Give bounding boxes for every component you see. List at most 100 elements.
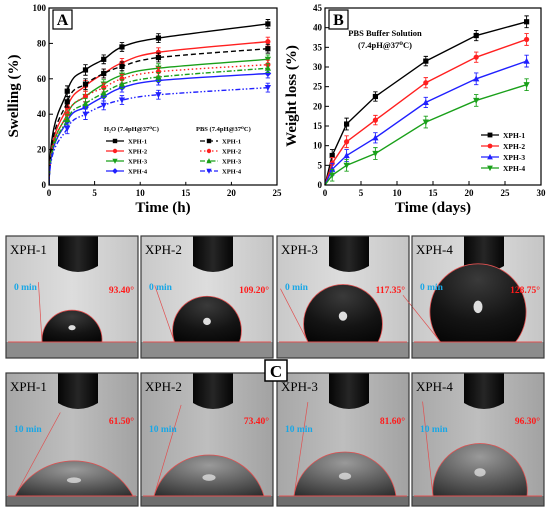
weight-loss-data-point [329, 152, 335, 159]
swelling-legend-marker [206, 168, 212, 174]
weight-loss-data-point [473, 54, 479, 60]
photo-cell-xph-2-10min: XPH-2 10 min 73.40° [140, 372, 274, 507]
substrate-surface [412, 496, 544, 506]
swelling-x-tick-label: 5 [92, 188, 97, 198]
droplet-highlight [473, 300, 483, 314]
weight-loss-y-tick-label: 25 [313, 82, 323, 92]
swelling-legend-marker [112, 138, 118, 144]
swelling-data-point [64, 99, 70, 105]
contact-angle-value: 93.40° [109, 285, 134, 296]
weight-loss-x-tick-label: 25 [501, 188, 511, 198]
weight-loss-data-point [423, 80, 429, 86]
weight-loss-title: PBS Buffer Solution [348, 28, 422, 38]
weight-loss-data-point [344, 139, 350, 145]
weight-loss-data-point [372, 117, 378, 123]
tangent-line [293, 401, 309, 497]
swelling-x-tick-label: 10 [136, 188, 146, 198]
contact-angle-photo-grid: XPH-1 0 min 93.40° XPH-2 0 min 109.20° XPH-3 0 … [5, 235, 545, 507]
contact-angle-value: 109.20° [239, 285, 269, 296]
weight-loss-subtitle: (7.4pH@37⁰C) [358, 40, 412, 50]
weight-loss-x-axis-label: Time (days) [395, 200, 471, 216]
substrate-surface [141, 496, 273, 506]
swelling-data-point [64, 125, 71, 132]
weight-loss-y-tick-label: 10 [313, 141, 323, 151]
photo-cells: XPH-1 0 min 93.40° XPH-2 0 min 109.20° XPH-3 0 … [5, 235, 545, 507]
panel-c-label-box [264, 359, 288, 382]
sample-label: XPH-2 [145, 242, 182, 257]
sample-label: XPH-4 [416, 379, 453, 394]
syringe-needle [464, 373, 504, 409]
swelling-x-axis-label: Time (h) [135, 200, 190, 216]
syringe-needle [329, 373, 369, 409]
weight-loss-legend-marker [487, 132, 493, 138]
tangent-line [280, 288, 309, 343]
photo-frame [5, 372, 139, 507]
swelling-legend-label: XPH-3 [222, 159, 242, 166]
weight-loss-data-point [523, 82, 530, 89]
swelling-chart: 0 5 10 15 20 25 0 20 40 60 80 100 A Time (h) Swelli… [6, 3, 282, 216]
photo-cell-xph-3-10min: XPH-3 10 min 81.60° [276, 372, 410, 507]
swelling-data-point [264, 70, 272, 77]
weight-loss-chart: 0 5 10 15 20 25 30 0 5 10 15 20 25 30 35 40 45 B PBS Buf… [284, 3, 546, 216]
swelling-legend-marker [206, 138, 212, 144]
swelling-legend-label: XPH-4 [222, 169, 242, 176]
time-label: 0 min [285, 283, 309, 293]
substrate-surface [141, 342, 273, 358]
weight-loss-data-point [372, 134, 379, 141]
photo-cell-xph-1-0min: XPH-1 0 min 93.40° [5, 235, 139, 359]
panel-c-label: C [270, 362, 282, 381]
swelling-data-point [82, 67, 89, 73]
tangent-line [38, 282, 43, 343]
syringe-needle [193, 373, 233, 409]
swelling-data-point [118, 80, 126, 87]
substrate-surface [277, 342, 409, 358]
sample-label: XPH-4 [416, 242, 453, 257]
substrate-surface [6, 496, 138, 506]
weight-loss-data-point [422, 119, 429, 126]
time-label: 10 min [14, 425, 42, 435]
tangent-line [402, 294, 441, 343]
photo-cell-xph-2-0min: XPH-2 0 min 109.20° [140, 235, 274, 359]
weight-loss-data-point [344, 121, 350, 127]
swelling-legend: H₂O (7.4pH@37⁰C) PBS (7.4pH@37⁰C) XPH-1 XPH… [102, 123, 274, 182]
weight-loss-y-axis-label: Weight loss (%) [284, 45, 300, 147]
sample-label: XPH-1 [10, 379, 47, 394]
weight-loss-y-tick-label: 40 [313, 23, 323, 33]
photo-frame [140, 372, 274, 507]
swelling-data-point [82, 100, 89, 107]
swelling-data-point [119, 44, 125, 50]
droplet-highlight [338, 311, 348, 321]
tangent-line [154, 285, 175, 343]
panel-a-label: A [57, 12, 69, 29]
swelling-x-tick-label: 15 [181, 188, 191, 198]
weight-loss-x-tick-label: 15 [429, 188, 439, 198]
panel-b-label: B [333, 12, 344, 29]
swelling-y-tick-label: 60 [37, 74, 47, 84]
swelling-x-tick-label: 20 [227, 188, 237, 198]
swelling-data-point [101, 70, 107, 77]
swelling-data-point [155, 54, 162, 61]
swelling-legend-group-title: PBS (7.4pH@37⁰C) [196, 126, 251, 133]
swelling-legend-label: XPH-2 [222, 149, 241, 156]
sample-label: XPH-3 [281, 242, 318, 257]
swelling-legend-label: XPH-2 [128, 149, 147, 156]
weight-loss-legend-label: XPH-1 [503, 131, 525, 140]
weight-loss-x-tick-label: 30 [537, 188, 547, 198]
swelling-legend-label: XPH-4 [128, 169, 148, 176]
swelling-series-layer [49, 19, 272, 185]
weight-loss-series-xph-1 [324, 15, 530, 186]
contact-angle-value: 81.60° [380, 416, 405, 427]
syringe-needle [329, 236, 369, 272]
swelling-data-point [118, 97, 126, 104]
contact-angle-value: 61.50° [109, 416, 134, 427]
swelling-data-point [82, 93, 89, 100]
swelling-data-point [265, 46, 271, 52]
swelling-y-axis-label: Swelling (%) [6, 55, 22, 138]
contact-angle-value: 73.40° [244, 416, 269, 427]
weight-loss-y-tick-label: 15 [313, 121, 323, 131]
weight-loss-series-layer [324, 15, 530, 186]
weight-loss-legend-label: XPH-2 [503, 142, 525, 151]
weight-loss-data-point [329, 172, 336, 179]
sample-label: XPH-2 [145, 379, 182, 394]
photo-frame [140, 235, 274, 359]
